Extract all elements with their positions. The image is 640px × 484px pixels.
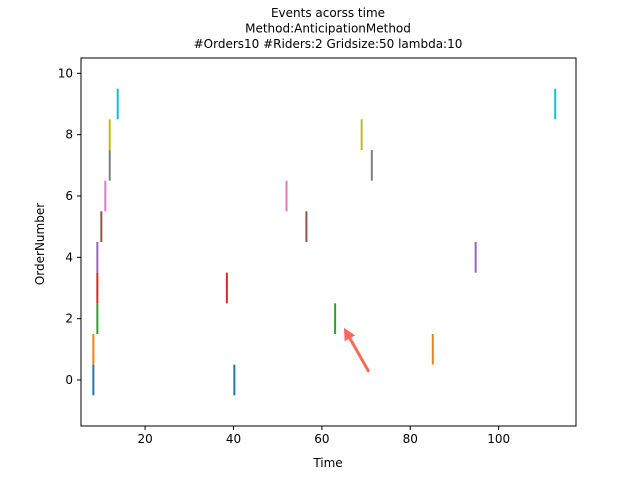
x-tick-label: 40: [226, 432, 241, 446]
x-tick-label: 20: [137, 432, 152, 446]
axes: 20 40 60 80 100 0 2 4 6 8 10: [58, 57, 577, 446]
y-axis-label: OrderNumber: [33, 203, 47, 285]
y-tick-label: 0: [65, 373, 73, 387]
annotation-arrow-shaft: [348, 336, 370, 373]
event-marks: [92, 88, 557, 396]
chart-title: Events acorss time Method:AnticipationMet…: [194, 6, 463, 51]
y-tick-label: 8: [65, 128, 73, 142]
x-tick-label: 80: [403, 432, 418, 446]
annotation-arrow-head: [343, 327, 356, 342]
title-line: Events acorss time: [271, 6, 385, 20]
x-tick-label: 60: [314, 432, 329, 446]
title-line: Method:AnticipationMethod: [245, 22, 411, 36]
y-tick-label: 10: [58, 66, 73, 80]
x-tick-label: 100: [487, 432, 510, 446]
y-tick-label: 4: [65, 250, 73, 264]
title-line: #Orders10 #Riders:2 Gridsize:50 lambda:1…: [194, 37, 463, 51]
x-axis-label: Time: [312, 456, 342, 470]
annotations: [343, 327, 370, 373]
plot-frame: [80, 57, 577, 427]
y-tick-label: 2: [65, 312, 73, 326]
y-tick-label: 6: [65, 189, 73, 203]
